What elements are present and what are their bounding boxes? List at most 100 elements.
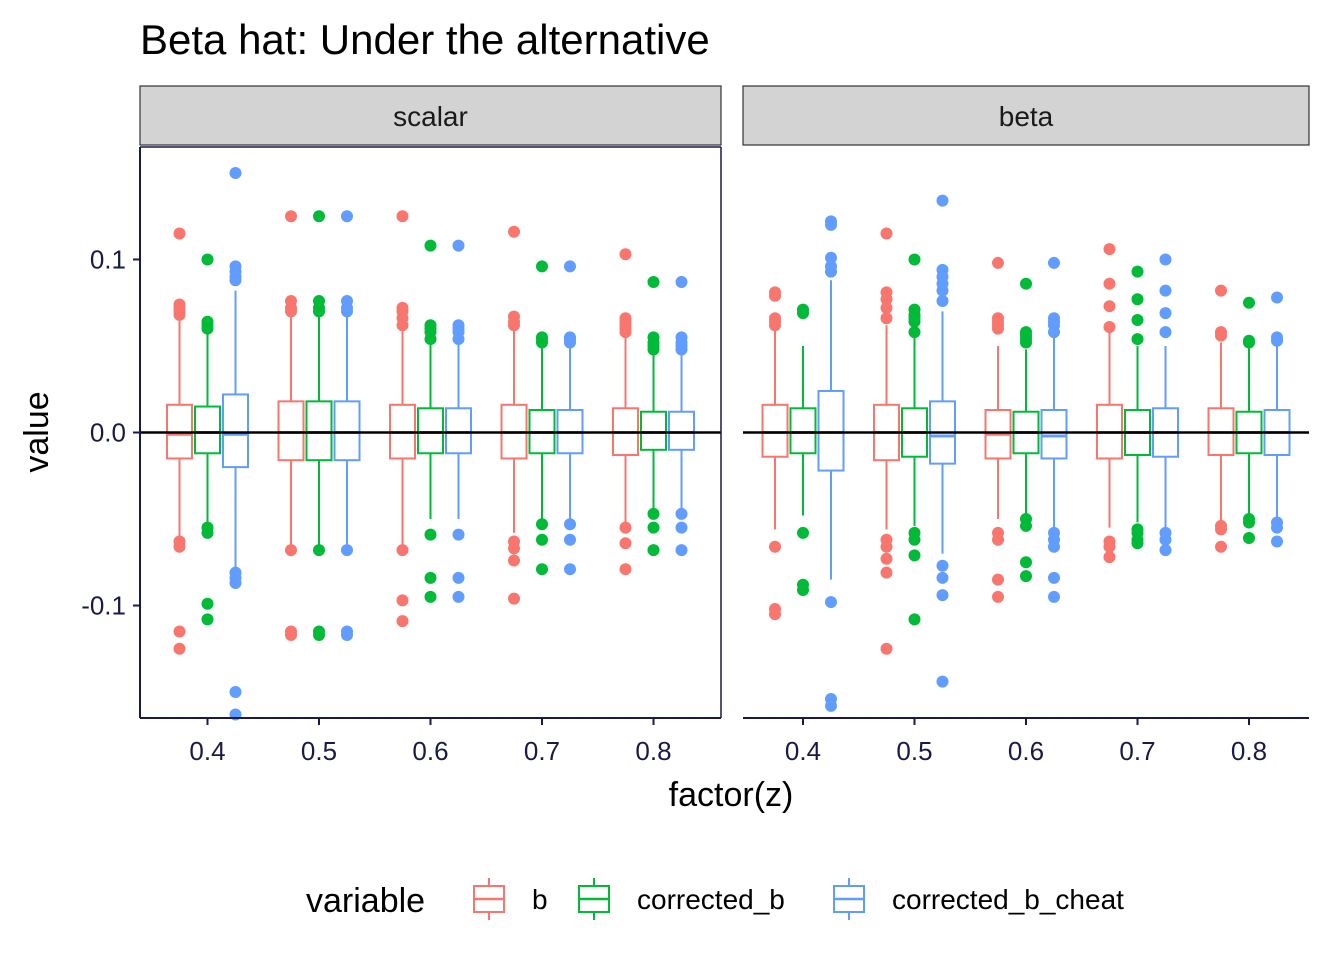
box-corrected_b-0.4	[789, 303, 817, 596]
box-iqr	[817, 389, 845, 472]
outlier-point	[1131, 333, 1144, 346]
outlier-point	[908, 549, 921, 562]
outlier-point	[1271, 521, 1283, 534]
outlier-point	[1103, 243, 1116, 256]
outlier-point	[769, 289, 781, 302]
outlier-point	[536, 260, 548, 273]
box-iqr	[668, 410, 695, 451]
legend-entry-corrected_b_cheat: corrected_b_cheat	[833, 878, 1124, 920]
outlier-point	[508, 225, 520, 238]
outlier-point	[769, 608, 781, 621]
facet-strip	[742, 85, 1310, 146]
outlier-point	[173, 227, 186, 240]
outlier-point	[880, 312, 893, 325]
x-tick-label: 0.4	[785, 736, 821, 766]
outlier-point	[341, 210, 353, 223]
outlier-point	[564, 336, 576, 349]
outlier-point	[536, 336, 548, 349]
series-corrected_b_cheat	[222, 166, 695, 721]
y-axis-title: value	[18, 391, 56, 472]
outlier-point	[908, 253, 921, 266]
box-iqr	[761, 403, 789, 458]
outlier-point	[647, 275, 660, 288]
outlier-point	[564, 260, 576, 273]
box-corrected_b-0.6	[417, 239, 444, 603]
outlier-point	[1159, 284, 1172, 297]
outlier-point	[508, 554, 520, 567]
outlier-point	[880, 540, 893, 553]
box-corrected_b_cheat-0.4	[222, 166, 249, 721]
outlier-point	[1215, 523, 1227, 536]
box-b-0.6	[984, 256, 1012, 603]
box-iqr	[1040, 409, 1068, 460]
outlier-point	[619, 563, 632, 576]
outlier-point	[313, 628, 325, 641]
outlier-point	[675, 507, 688, 520]
outlier-point	[1243, 296, 1255, 309]
box-corrected_b_cheat-0.6	[1040, 256, 1068, 603]
outlier-point	[1131, 537, 1144, 550]
outlier-point	[1103, 277, 1116, 290]
legend-label: corrected_b	[637, 884, 785, 915]
legend-label: corrected_b_cheat	[892, 884, 1124, 915]
outlier-point	[880, 642, 893, 655]
outlier-point	[619, 326, 632, 339]
outlier-point	[797, 583, 809, 596]
facet-strip-label: scalar	[393, 101, 468, 132]
outlier-point	[797, 307, 809, 320]
box-corrected_b-0.8	[640, 275, 667, 557]
outlier-point	[936, 675, 949, 688]
x-tick-label: 0.6	[1008, 736, 1044, 766]
outlier-point	[424, 590, 437, 603]
outlier-point	[229, 274, 242, 287]
outlier-point	[1271, 291, 1283, 304]
outlier-point	[229, 166, 242, 179]
outlier-point	[936, 194, 949, 207]
chart-title: Beta hat: Under the alternative	[140, 16, 710, 63]
outlier-point	[619, 248, 632, 261]
outlier-point	[908, 326, 921, 339]
outlier-point	[1159, 326, 1172, 339]
x-tick-label: 0.5	[896, 736, 932, 766]
outlier-point	[619, 537, 632, 550]
outlier-point	[825, 251, 837, 264]
outlier-point	[1048, 540, 1060, 553]
x-tick-label: 0.5	[301, 736, 337, 766]
outlier-point	[452, 333, 465, 346]
outlier-point	[1020, 336, 1032, 349]
outlier-point	[647, 544, 660, 557]
outlier-point	[1243, 516, 1255, 529]
outlier-point	[675, 521, 688, 534]
outlier-point	[992, 256, 1004, 269]
box-corrected_b_cheat-0.8	[668, 275, 695, 557]
outlier-point	[647, 507, 660, 520]
outlier-point	[908, 613, 921, 626]
outlier-point	[992, 322, 1004, 335]
outlier-point	[992, 533, 1004, 546]
outlier-point	[508, 592, 520, 605]
outlier-point	[880, 227, 893, 240]
outlier-point	[908, 315, 921, 328]
outlier-point	[173, 308, 186, 321]
outlier-point	[396, 319, 409, 332]
outlier-point	[201, 253, 214, 266]
outlier-point	[825, 699, 837, 712]
facet-panels: scalar 0.1 0.0 -0.1 0.4 0.5 0.6 0.7 0.8 beta 0.4 0.…	[81, 85, 1310, 766]
box-corrected_b_cheat-0.6	[445, 239, 472, 603]
outlier-point	[1243, 532, 1255, 545]
box-iqr	[333, 400, 361, 462]
legend-label: b	[532, 884, 548, 915]
outlier-point	[508, 319, 520, 332]
outlier-point	[1243, 336, 1255, 349]
outlier-point	[229, 577, 242, 590]
outlier-point	[1215, 329, 1227, 342]
outlier-point	[647, 521, 660, 534]
outlier-point	[396, 615, 409, 628]
outlier-point	[825, 265, 837, 278]
outlier-point	[173, 625, 186, 638]
outlier-point	[313, 544, 325, 557]
facet-panel-scalar: scalar 0.1 0.0 -0.1 0.4 0.5 0.6 0.7 0.8	[81, 85, 722, 766]
outlier-point	[536, 563, 548, 576]
outlier-point	[936, 571, 949, 584]
outlier-point	[201, 526, 214, 539]
